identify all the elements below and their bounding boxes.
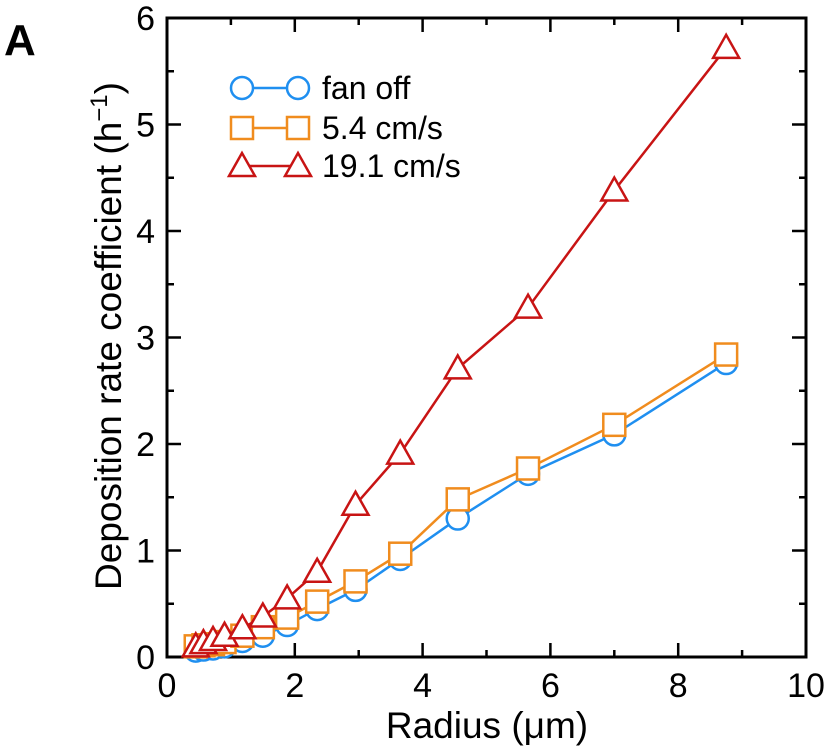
legend-label: 19.1 cm/s (322, 148, 461, 184)
data-point-square (304, 589, 330, 614)
y-axis-ticks: 0 1 2 3 4 5 6 (136, 0, 806, 677)
plot-frame (165, 16, 808, 659)
legend-label: 5.4 cm/s (322, 110, 443, 146)
x-tick-label: 8 (669, 667, 688, 705)
y-axis-title: Deposition rate coefficient (h−1) (86, 82, 129, 590)
legend-marker (226, 150, 258, 178)
y-tick-label: 2 (136, 426, 155, 464)
data-point-triangle (271, 582, 303, 610)
legend-label: fan off (322, 70, 410, 106)
data-point-triangle (512, 292, 544, 319)
data-point-square (602, 412, 627, 438)
y-axis-title-close: ) (88, 82, 129, 94)
y-tick-label: 5 (136, 107, 155, 145)
legend-entry: 5.4 cm/s (229, 110, 443, 146)
series-layer (180, 32, 742, 663)
legend-marker (285, 115, 311, 141)
legend-marker (229, 115, 255, 141)
data-point-square (713, 342, 739, 367)
data-point-triangle (385, 438, 416, 465)
data-point-square (343, 569, 368, 594)
data-point-square (387, 541, 413, 566)
y-tick-label: 3 (136, 320, 155, 358)
legend: fan off 5.4 cm/s19.1 cm/s (226, 70, 461, 184)
x-axis-ticks: 0 2 4 6 8 10 (158, 18, 825, 705)
y-tick-label: 6 (136, 0, 155, 38)
series-triangle (180, 32, 742, 658)
legend-marker (229, 75, 255, 101)
series-line (195, 47, 728, 648)
y-tick-label: 1 (136, 533, 155, 571)
x-tick-label: 4 (413, 667, 432, 705)
x-tick-label: 0 (158, 667, 177, 705)
legend-entry: fan off (229, 70, 410, 106)
data-point-square (515, 456, 541, 481)
x-tick-label: 6 (541, 667, 560, 705)
x-tick-label: 2 (285, 667, 304, 705)
legend-marker (285, 75, 311, 101)
data-point-square (274, 605, 300, 630)
y-tick-label: 4 (136, 213, 155, 251)
legend-marker (282, 150, 314, 178)
data-point-triangle (340, 489, 371, 516)
data-point-triangle (302, 556, 333, 584)
y-axis-title-superscript: −1 (86, 94, 113, 121)
x-axis-title: Radius (μm) (386, 705, 588, 746)
data-point-triangle (599, 174, 630, 202)
data-point-triangle (710, 32, 742, 60)
x-tick-label: 10 (787, 667, 825, 705)
y-tick-label: 0 (136, 639, 155, 677)
legend-entry: 19.1 cm/s (226, 148, 461, 184)
plot-border (165, 16, 808, 659)
data-point-triangle (442, 352, 473, 380)
y-axis-title-main: Deposition rate coefficient (h (88, 122, 129, 590)
data-point-square (445, 487, 470, 512)
panel-label: A (4, 16, 36, 65)
data-point-triangle (247, 600, 278, 628)
